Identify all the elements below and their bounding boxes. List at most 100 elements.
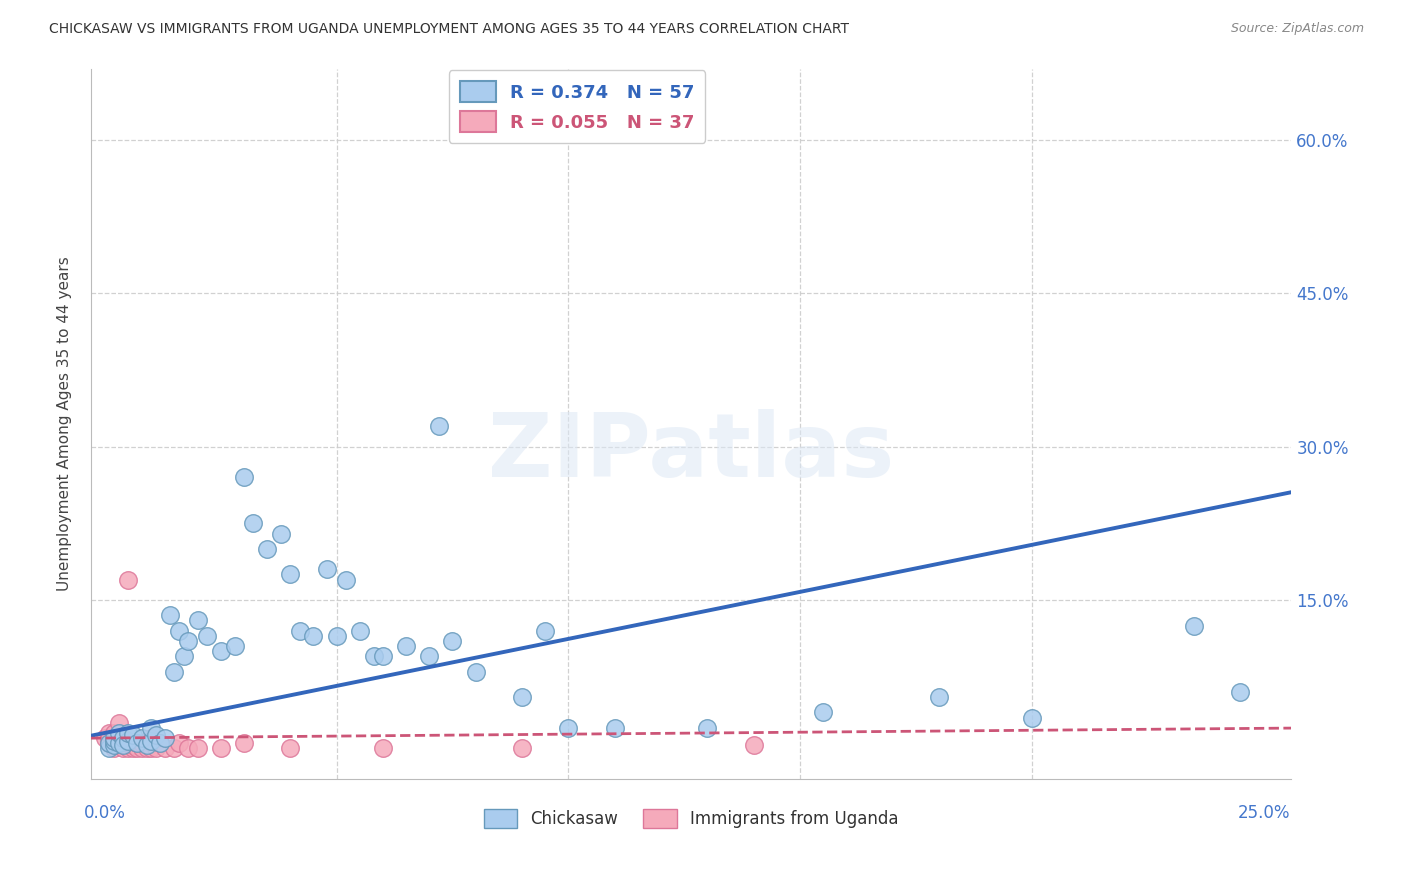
Point: [302, 629, 325, 643]
Point: [107, 734, 129, 748]
Point: [270, 526, 292, 541]
Point: [107, 738, 129, 752]
Point: [127, 736, 149, 750]
Point: [209, 644, 232, 658]
Point: [232, 470, 254, 484]
Point: [316, 562, 339, 576]
Y-axis label: Unemployment Among Ages 35 to 44 years: Unemployment Among Ages 35 to 44 years: [58, 256, 72, 591]
Point: [159, 608, 181, 623]
Point: [107, 715, 129, 730]
Point: [813, 706, 835, 720]
Point: [141, 731, 163, 745]
Text: Source: ZipAtlas.com: Source: ZipAtlas.com: [1230, 22, 1364, 36]
Text: 0.0%: 0.0%: [84, 805, 125, 822]
Point: [256, 541, 278, 556]
Point: [94, 731, 117, 745]
Point: [278, 741, 301, 756]
Point: [153, 731, 176, 745]
Point: [371, 741, 394, 756]
Point: [127, 736, 149, 750]
Point: [1229, 685, 1251, 699]
Point: [1182, 618, 1205, 632]
Point: [335, 573, 357, 587]
Point: [131, 741, 153, 756]
Point: [167, 736, 190, 750]
Point: [98, 741, 121, 756]
Point: [98, 726, 121, 740]
Point: [103, 734, 125, 748]
Point: [112, 731, 135, 745]
Point: [242, 516, 264, 531]
Point: [427, 419, 450, 434]
Point: [135, 741, 157, 756]
Point: [153, 741, 176, 756]
Point: [557, 721, 579, 735]
Point: [1021, 710, 1043, 724]
Point: [117, 726, 139, 740]
Point: [149, 736, 172, 750]
Text: CHICKASAW VS IMMIGRANTS FROM UGANDA UNEMPLOYMENT AMONG AGES 35 TO 44 YEARS CORRE: CHICKASAW VS IMMIGRANTS FROM UGANDA UNEM…: [49, 22, 849, 37]
Point: [121, 728, 143, 742]
Point: [103, 741, 125, 756]
Point: [395, 639, 418, 653]
Point: [103, 736, 125, 750]
Point: [173, 649, 195, 664]
Point: [278, 567, 301, 582]
Point: [117, 734, 139, 748]
Point: [288, 624, 311, 638]
Point: [103, 738, 125, 752]
Point: [195, 629, 218, 643]
Point: [103, 731, 125, 745]
Point: [145, 728, 167, 742]
Point: [510, 690, 533, 705]
Legend: Chickasaw, Immigrants from Uganda: Chickasaw, Immigrants from Uganda: [477, 802, 905, 835]
Point: [209, 741, 232, 756]
Point: [371, 649, 394, 664]
Point: [696, 721, 718, 735]
Point: [441, 634, 464, 648]
Point: [232, 736, 254, 750]
Point: [117, 573, 139, 587]
Point: [117, 736, 139, 750]
Point: [224, 639, 246, 653]
Point: [112, 741, 135, 756]
Text: 25.0%: 25.0%: [1237, 805, 1289, 822]
Point: [418, 649, 440, 664]
Point: [141, 734, 163, 748]
Point: [363, 649, 385, 664]
Point: [534, 624, 557, 638]
Point: [177, 741, 200, 756]
Point: [149, 736, 172, 750]
Point: [117, 741, 139, 756]
Point: [135, 738, 157, 752]
Text: ZIPatlas: ZIPatlas: [488, 409, 894, 496]
Point: [349, 624, 371, 638]
Point: [121, 738, 143, 752]
Point: [103, 726, 125, 740]
Point: [98, 731, 121, 745]
Point: [510, 741, 533, 756]
Point: [742, 738, 765, 752]
Point: [107, 726, 129, 740]
Point: [98, 736, 121, 750]
Point: [141, 741, 163, 756]
Point: [163, 741, 186, 756]
Point: [112, 738, 135, 752]
Point: [98, 736, 121, 750]
Point: [121, 741, 143, 756]
Point: [186, 614, 208, 628]
Point: [107, 736, 129, 750]
Point: [163, 665, 186, 679]
Point: [112, 731, 135, 745]
Point: [464, 665, 486, 679]
Point: [141, 721, 163, 735]
Point: [131, 736, 153, 750]
Point: [167, 624, 190, 638]
Point: [131, 731, 153, 745]
Point: [928, 690, 950, 705]
Point: [145, 741, 167, 756]
Point: [186, 741, 208, 756]
Point: [325, 629, 347, 643]
Point: [177, 634, 200, 648]
Point: [127, 741, 149, 756]
